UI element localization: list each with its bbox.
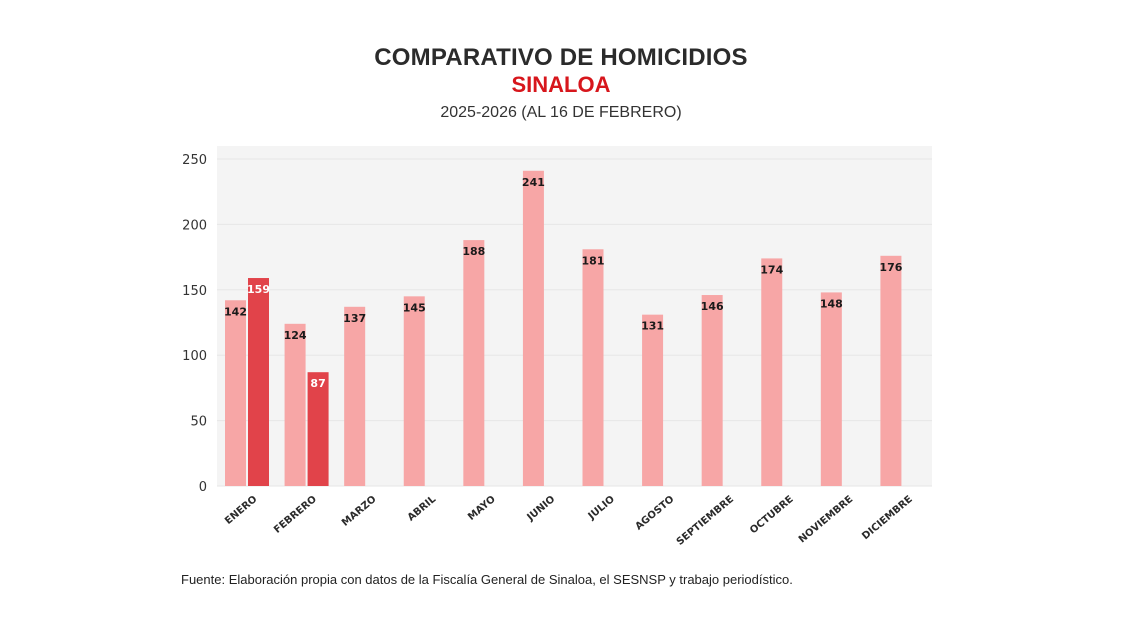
chart-subtitle: SINALOA xyxy=(511,72,611,97)
data-label: 159 xyxy=(247,283,270,296)
bars xyxy=(225,170,902,486)
x-tick-label: AGOSTO xyxy=(633,494,676,533)
bar xyxy=(701,295,723,486)
data-label: 131 xyxy=(641,320,664,333)
data-label: 188 xyxy=(462,245,485,258)
bar xyxy=(307,372,329,486)
source-note: Fuente: Elaboración propia con datos de … xyxy=(181,572,793,587)
x-tick-label: MARZO xyxy=(340,494,379,529)
data-label: 87 xyxy=(310,377,325,390)
y-tick-label: 200 xyxy=(182,218,207,233)
x-tick-label: FEBRERO xyxy=(272,494,319,536)
bar xyxy=(248,278,269,486)
data-label: 241 xyxy=(522,176,545,189)
bar xyxy=(880,255,902,486)
y-tick-label: 50 xyxy=(190,415,207,430)
x-tick-label: SEPTIEMBRE xyxy=(675,494,736,548)
x-axis-ticks: ENERO FEBRERO MARZO ABRIL MAYO JUNIO JULIO AGOS… xyxy=(223,493,915,547)
data-label: 176 xyxy=(879,261,902,274)
bar xyxy=(522,170,544,486)
chart-title: COMPARATIVO DE HOMICIDIOS xyxy=(374,44,748,71)
bar xyxy=(820,292,842,486)
x-tick-label: JUNIO xyxy=(525,494,558,524)
bar xyxy=(463,240,485,486)
plot-background xyxy=(217,146,932,486)
bar xyxy=(403,296,425,486)
y-axis-ticks: 0 50 100 150 200 250 xyxy=(182,153,207,495)
bar xyxy=(344,306,366,486)
data-label: 145 xyxy=(403,301,426,314)
x-tick-label: NOVIEMBRE xyxy=(797,494,856,546)
y-tick-label: 250 xyxy=(182,153,207,168)
bar xyxy=(761,258,783,486)
x-tick-label: JULIO xyxy=(586,494,617,523)
data-label: 124 xyxy=(284,329,307,342)
y-tick-label: 100 xyxy=(182,349,207,364)
data-label: 181 xyxy=(582,254,605,267)
y-tick-label: 150 xyxy=(182,284,207,299)
x-tick-label: OCTUBRE xyxy=(748,494,796,537)
chart-period: 2025-2026 (AL 16 DE FEBRERO) xyxy=(440,104,682,121)
data-label: 174 xyxy=(760,263,783,276)
bar xyxy=(582,249,604,486)
x-tick-label: DICIEMBRE xyxy=(860,494,915,542)
bar xyxy=(284,323,306,486)
grid-lines xyxy=(217,158,932,487)
bar xyxy=(225,300,246,486)
x-tick-label: ENERO xyxy=(223,494,259,527)
data-label: 148 xyxy=(820,297,843,310)
y-tick-label: 0 xyxy=(199,480,207,495)
data-label: 146 xyxy=(701,300,724,313)
data-label: 142 xyxy=(224,305,247,318)
data-label: 137 xyxy=(343,312,366,325)
x-tick-label: ABRIL xyxy=(406,493,439,523)
x-tick-label: MAYO xyxy=(466,494,498,523)
bar xyxy=(642,314,664,486)
